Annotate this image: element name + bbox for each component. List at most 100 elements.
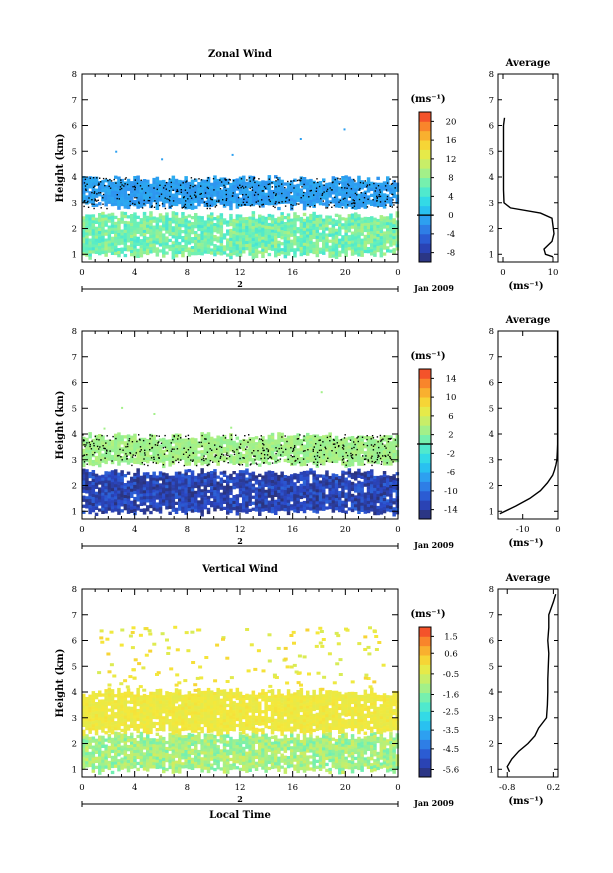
- colorbar-tick-label: -2: [447, 449, 455, 459]
- x-tick-label: 20: [340, 525, 351, 535]
- average-unit: (ms⁻¹): [508, 796, 543, 807]
- x-tick-label: 12: [235, 268, 246, 278]
- colorbar-swatch: [419, 378, 431, 389]
- average-y-tick-label: 2: [489, 482, 494, 492]
- colorbar-swatch: [419, 187, 431, 197]
- colorbar-swatch: [419, 692, 431, 703]
- y-axis-label: Height (km): [55, 134, 66, 203]
- average-y-tick-label: 5: [489, 147, 494, 157]
- average-unit: (ms⁻¹): [508, 281, 543, 292]
- y-tick-label: 4: [72, 688, 77, 698]
- colorbar-swatch: [419, 252, 431, 263]
- y-tick-label: 1: [72, 250, 77, 260]
- y-tick-label: 5: [72, 147, 77, 157]
- y-tick-label: 7: [72, 353, 77, 363]
- colorbar-swatch: [419, 215, 431, 225]
- zero-contour: [82, 434, 397, 467]
- x-tick-label: 0: [395, 783, 400, 793]
- colorbar-swatch: [419, 462, 431, 473]
- colorbar-frame: [418, 626, 432, 778]
- average-y-tick-label: 3: [489, 714, 494, 724]
- colorbar-swatch: [419, 472, 431, 482]
- colorbar-swatch: [419, 425, 431, 436]
- y-tick-label: 7: [72, 611, 77, 621]
- average-y-tick-label: 7: [489, 611, 494, 621]
- colorbar-swatch: [419, 130, 431, 141]
- date-label: Jan 2009: [413, 540, 454, 550]
- x-tick-label: 0: [395, 525, 400, 535]
- zero-contour: [83, 177, 398, 210]
- x-tick-label: 0: [79, 783, 84, 793]
- colorbar-swatch: [419, 415, 431, 426]
- colorbar-tick-label: -1.6: [443, 691, 459, 701]
- x-tick-label: 4: [132, 783, 137, 793]
- x-tick-label: 0: [395, 268, 400, 278]
- colorbar-swatch: [419, 205, 431, 216]
- x-tick-label: 4: [132, 525, 137, 535]
- average-y-tick-label: 8: [489, 585, 494, 595]
- colorbar-swatch: [419, 490, 431, 501]
- x-tick-label: 0: [79, 525, 84, 535]
- average-y-tick-label: 1: [489, 507, 494, 517]
- heatmap-cells: [82, 625, 400, 775]
- colorbar-swatch: [419, 711, 431, 722]
- average-y-tick-label: 4: [489, 688, 494, 698]
- average-unit: (ms⁻¹): [508, 538, 543, 549]
- average-x-tick-label: -0.8: [499, 783, 515, 793]
- panel-title: Vertical Wind: [201, 564, 278, 575]
- y-tick-label: 2: [72, 482, 77, 492]
- y-tick-label: 1: [72, 507, 77, 517]
- colorbar-tick-label: 1.5: [444, 632, 458, 642]
- average-y-tick-label: 6: [489, 379, 494, 389]
- y-tick-label: 5: [72, 662, 77, 672]
- day-label: 2: [237, 279, 243, 289]
- colorbar-unit: (ms⁻¹): [410, 351, 445, 362]
- y-axis-label: Height (km): [55, 649, 66, 718]
- average-profile-line: [502, 117, 555, 258]
- colorbar-swatch: [419, 758, 431, 769]
- colorbar-swatch: [419, 434, 431, 445]
- colorbar-swatch: [419, 158, 431, 169]
- colorbar-swatch: [419, 767, 431, 778]
- average-y-tick-label: 5: [489, 404, 494, 414]
- colorbar-tick-label: 6: [448, 412, 453, 422]
- colorbar-tick-label: -14: [444, 506, 458, 516]
- colorbar-frame: [418, 111, 432, 263]
- colorbar-unit: (ms⁻¹): [410, 94, 445, 105]
- average-y-tick-label: 1: [489, 250, 494, 260]
- y-tick-label: 8: [72, 327, 77, 337]
- x-tick-label: 8: [185, 783, 190, 793]
- x-tick-label: 4: [132, 268, 137, 278]
- colorbar-swatch: [419, 509, 431, 520]
- colorbar-swatch: [419, 149, 431, 160]
- colorbar-swatch: [419, 481, 431, 492]
- average-y-tick-label: 2: [489, 225, 494, 235]
- x-tick-label: 12: [235, 525, 246, 535]
- average-title: Average: [505, 573, 551, 584]
- colorbar-swatch: [419, 397, 431, 407]
- colorbar-swatch: [419, 112, 431, 122]
- colorbar-swatch: [419, 730, 431, 740]
- y-tick-label: 5: [72, 404, 77, 414]
- x-tick-label: 8: [185, 525, 190, 535]
- colorbar-tick-label: -10: [444, 487, 458, 497]
- colorbar-tick-label: 10: [446, 393, 457, 403]
- colorbar-tick-label: 4: [448, 192, 453, 202]
- colorbar-swatch: [419, 369, 431, 379]
- average-y-tick-label: 5: [489, 662, 494, 672]
- colorbar-tick-label: 20: [446, 117, 457, 127]
- average-title: Average: [505, 315, 551, 326]
- colorbar-swatch: [419, 636, 431, 647]
- day-label: 2: [237, 536, 243, 546]
- y-tick-label: 6: [72, 379, 77, 389]
- colorbar-swatch: [419, 444, 431, 454]
- average-x-tick-label: 0: [555, 525, 560, 535]
- x-tick-label: 16: [287, 783, 298, 793]
- average-y-tick-label: 4: [489, 430, 494, 440]
- y-tick-label: 6: [72, 637, 77, 647]
- colorbar-swatch: [419, 243, 431, 254]
- average-y-tick-label: 7: [489, 353, 494, 363]
